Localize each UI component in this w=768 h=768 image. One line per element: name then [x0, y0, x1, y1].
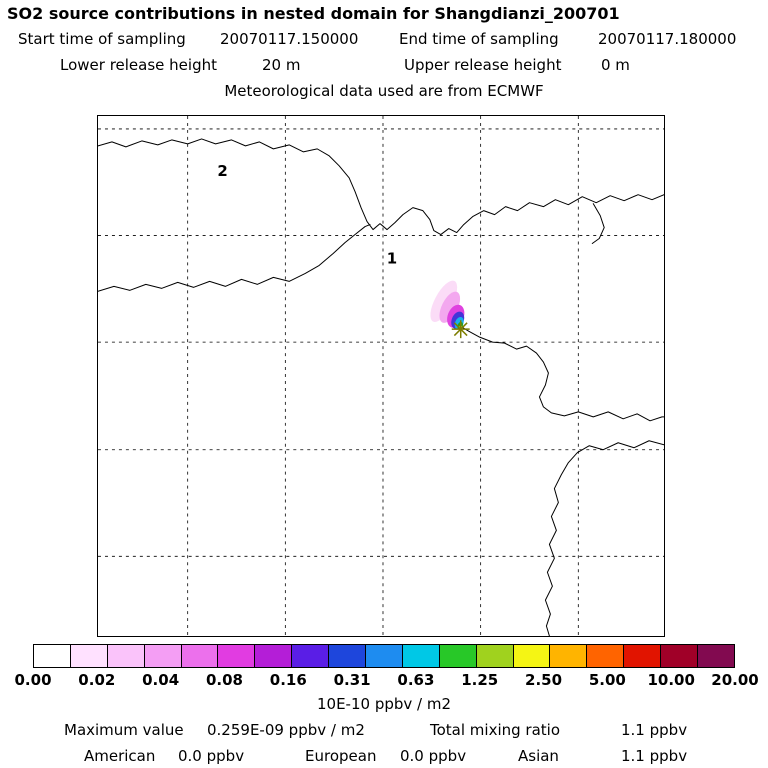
coastline-hook [591, 203, 605, 245]
region-european-label: European [305, 747, 377, 765]
colorbar-tick-label: 5.00 [588, 671, 626, 689]
colorbar-tick-label: 20.00 [711, 671, 759, 689]
colorbar-tick-label: 0.04 [142, 671, 180, 689]
end-time-value: 20070117.180000 [598, 30, 737, 48]
colorbar-segment [180, 645, 218, 667]
region-number-label: 2 [217, 162, 227, 180]
station-marker-icon [451, 320, 470, 339]
total-mixing-label: Total mixing ratio [430, 721, 561, 739]
colorbar-tick-label: 0.63 [397, 671, 435, 689]
lower-height-value: 20 m [262, 56, 301, 74]
colorbar-segment [438, 645, 476, 667]
colorbar-segment [623, 645, 661, 667]
border-north [98, 138, 664, 236]
plume-layer-2 [439, 291, 461, 323]
region-contributions-row: American 0.0 ppbv European 0.0 ppbv Asia… [0, 747, 768, 767]
colorbar-tick-label: 2.50 [525, 671, 563, 689]
colorbar-segment [106, 645, 144, 667]
colorbar-units-label: 10E-10 ppbv / m2 [316, 695, 452, 713]
colorbar-tick-label: 0.16 [269, 671, 307, 689]
plot-title: SO2 source contributions in nested domai… [7, 4, 620, 23]
colorbar-segment [69, 645, 107, 667]
colorbar-ticks: 0.00 0.02 0.04 0.08 0.16 0.31 0.63 1.25 2.50 5.00… [14, 671, 758, 689]
total-mixing-value: 1.1 ppbv [621, 721, 688, 739]
colorbar-tick-label: 0.00 [14, 671, 52, 689]
colorbar-segment [34, 645, 70, 667]
colorbar-segment [512, 645, 550, 667]
colorbar-segment [660, 645, 698, 667]
map-gridlines [98, 116, 664, 636]
map-canvas: 21 [98, 116, 664, 636]
colorbar-tick-label: 1.25 [461, 671, 499, 689]
plume-layer-1 [430, 280, 458, 322]
region-american-label: American [84, 747, 156, 765]
colorbar-tick-label: 10.00 [647, 671, 695, 689]
station-marker-spoke [453, 322, 468, 337]
start-time-value: 20070117.150000 [220, 30, 359, 48]
max-value: 0.259E-09 ppbv / m2 [207, 721, 365, 739]
colorbar-segment [217, 645, 255, 667]
colorbar-segment [291, 645, 329, 667]
region-number-label: 1 [387, 249, 397, 267]
release-height-row: Lower release height 20 m Upper release … [0, 56, 768, 76]
sampling-time-row: Start time of sampling 20070117.150000 E… [0, 30, 768, 50]
colorbar-segment [586, 645, 624, 667]
max-value-row: Maximum value 0.259E-09 ppbv / m2 Total … [0, 721, 768, 741]
colorbar-segment [549, 645, 587, 667]
coastline-bohai [458, 324, 664, 422]
upper-height-label: Upper release height [404, 56, 562, 74]
colorbar-tick-label: 0.08 [205, 671, 243, 689]
colorbar-tick-label: 0.31 [333, 671, 371, 689]
colorbar [33, 644, 735, 668]
start-time-label: Start time of sampling [18, 30, 186, 48]
colorbar-segment [254, 645, 292, 667]
upper-height-value: 0 m [601, 56, 630, 74]
colorbar-segment [143, 645, 181, 667]
border-mid [98, 224, 371, 292]
coastline-south [544, 440, 664, 636]
coastlines [98, 138, 664, 636]
colorbar-segment [328, 645, 366, 667]
met-source-line: Meteorological data used are from ECMWF [224, 82, 544, 100]
region-american-value: 0.0 ppbv [178, 747, 245, 765]
colorbar-segment [401, 645, 439, 667]
max-value-label: Maximum value [64, 721, 184, 739]
colorbar-tick-label: 0.02 [78, 671, 116, 689]
region-asian-label: Asian [518, 747, 559, 765]
lower-height-label: Lower release height [60, 56, 217, 74]
colorbar-segment [697, 645, 734, 667]
colorbar-segment [365, 645, 402, 667]
region-european-value: 0.0 ppbv [400, 747, 467, 765]
end-time-label: End time of sampling [399, 30, 559, 48]
region-labels: 21 [217, 162, 397, 268]
region-asian-value: 1.1 ppbv [621, 747, 688, 765]
colorbar-segment [475, 645, 513, 667]
